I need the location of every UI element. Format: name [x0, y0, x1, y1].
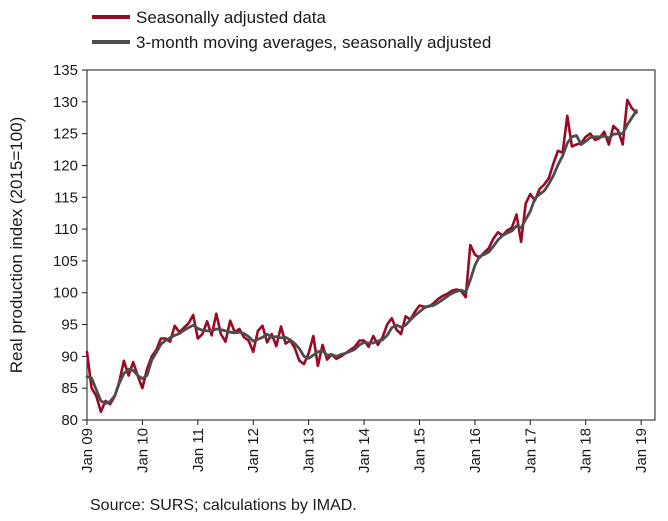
y-tick-label: 115: [54, 189, 78, 206]
y-tick-label: 130: [53, 94, 78, 111]
x-tick-label: Jan 16: [467, 428, 484, 473]
y-tick-label: 85: [61, 380, 78, 397]
y-tick-label: 80: [61, 412, 78, 429]
legend-label-seasonally-adjusted: Seasonally adjusted data: [136, 8, 327, 27]
series-line-seasonally-adjusted: [85, 98, 638, 414]
plot-area: 80 85 90 95 100 105 110 115 120 125 130 135 Jan 09 Ja…: [53, 62, 656, 473]
y-axis-title: Real production index (2015=100): [7, 117, 26, 374]
series-line-moving-average: [85, 109, 638, 405]
x-tick-label: Jan 19: [633, 428, 650, 473]
x-tick-label: Jan 14: [356, 428, 373, 473]
y-tick-label: 90: [61, 348, 78, 365]
y-tick-label: 100: [53, 285, 78, 302]
y-tick-label: 135: [53, 62, 78, 79]
y-tick-label: 120: [53, 157, 78, 174]
chart-legend: Seasonally adjusted data 3-month moving …: [92, 8, 491, 52]
x-tick-label: Jan 13: [301, 428, 318, 473]
legend-label-moving-average: 3-month moving averages, seasonally adju…: [136, 33, 491, 52]
y-tick-label: 110: [54, 221, 78, 238]
x-tick-label: Jan 09: [79, 428, 96, 473]
y-tick-label: 105: [53, 253, 78, 270]
x-tick-label: Jan 12: [245, 428, 262, 473]
x-tick-label: Jan 11: [190, 428, 207, 472]
x-tick-label: Jan 15: [411, 428, 428, 473]
x-tick-label: Jan 17: [522, 428, 539, 473]
y-tick-label: 95: [61, 317, 78, 334]
source-note: Source: SURS; calculations by IMAD.: [90, 497, 357, 514]
x-tick-label: Jan 10: [134, 428, 151, 473]
x-tick-label: Jan 18: [578, 428, 595, 473]
y-tick-label: 125: [53, 126, 78, 143]
plot-frame: [86, 69, 656, 421]
